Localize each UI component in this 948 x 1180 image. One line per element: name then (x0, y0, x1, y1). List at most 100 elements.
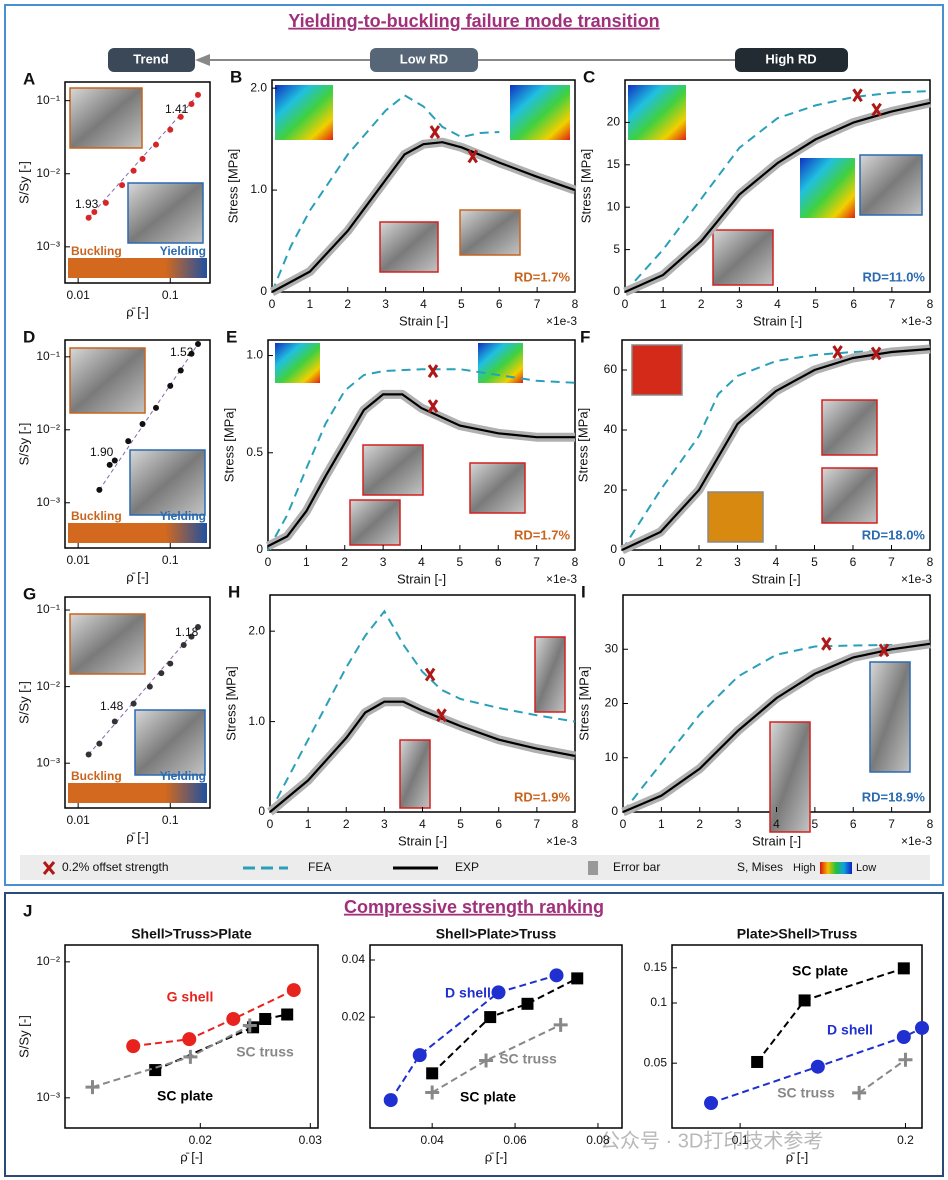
x-tick-label: 0.01 (66, 813, 90, 827)
y-tick-label: 0 (611, 804, 618, 818)
panel-letter: G (23, 584, 36, 603)
y-tick-label: 0.04 (342, 952, 366, 966)
data-point (85, 751, 92, 758)
mode-bar (68, 523, 207, 543)
data-point (896, 1029, 911, 1044)
data-point (286, 983, 301, 998)
data-point (425, 1085, 440, 1100)
rd-annotation: RD=18.0% (862, 527, 926, 542)
y-axis-label: Stress [MPa] (223, 666, 238, 740)
data-point (102, 199, 109, 206)
inset-image (859, 154, 923, 216)
x-tick-label: 7 (534, 297, 541, 311)
fit-line (710, 1027, 923, 1104)
x-tick-label: 3 (380, 555, 387, 569)
legend-low: Low (856, 862, 876, 874)
inset-image (69, 613, 146, 675)
data-point (85, 214, 92, 221)
exp-line (269, 700, 576, 813)
data-point (125, 438, 132, 445)
offset-marker (832, 345, 843, 359)
x-tick-label: 1 (307, 297, 314, 311)
inset-image (821, 467, 878, 524)
data-point (491, 985, 506, 1000)
x-axis-label: ρ̄ [-] (485, 1149, 508, 1164)
x-tick-label: 1 (657, 555, 664, 569)
x-tick-label: 7 (534, 817, 541, 831)
data-point (152, 404, 159, 411)
x-tick-label: 2 (696, 555, 703, 569)
x-tick-label: 0.01 (66, 553, 90, 567)
slope-label: 1.52 (170, 345, 194, 359)
exp-line (622, 642, 931, 814)
data-point (852, 1085, 867, 1100)
offset-marker (436, 708, 447, 723)
offset-marker (878, 643, 890, 658)
y-tick-label: 10 (607, 199, 621, 213)
x-axis-label: ρ̄ [-] (126, 304, 149, 319)
panel-letter: B (230, 67, 242, 86)
x-tick-label: 1 (660, 297, 667, 311)
rd-annotation: RD=1.7% (514, 527, 570, 542)
x-tick-label: 3 (381, 817, 388, 831)
data-point (897, 962, 910, 975)
offset-marker (429, 125, 441, 139)
inset-image (379, 221, 439, 273)
data-point (177, 367, 184, 374)
x-tick-label: 4 (419, 817, 426, 831)
data-point (126, 1039, 141, 1054)
y-tick-label: 0.5 (246, 445, 263, 459)
watermark: 公众号 · 3D打印技术参考 (600, 1129, 823, 1152)
data-point (194, 91, 201, 98)
x-tick-label: 6 (496, 297, 503, 311)
x-tick-label: 6 (850, 817, 857, 831)
inset-image (399, 739, 431, 809)
x-tick-label: 2 (344, 297, 351, 311)
bottom-frame (4, 892, 944, 1177)
x-tick-label: 3 (382, 297, 389, 311)
inset-image (707, 491, 764, 543)
rd-annotation: RD=11.0% (862, 269, 925, 284)
x-tick-label: 0.06 (503, 1133, 527, 1147)
legend-error-icon (588, 861, 598, 875)
data-point (484, 1011, 497, 1024)
fea-line (271, 94, 500, 293)
y-axis-label: Stress [MPa] (225, 149, 240, 223)
y-tick-label: 0.15 (644, 960, 668, 974)
data-point (479, 1053, 494, 1068)
data-point (111, 457, 118, 464)
data-point (111, 718, 118, 725)
legend-mises: S, Mises (737, 860, 783, 874)
inset-image (478, 343, 523, 383)
y-axis-label: Stress [MPa] (575, 408, 590, 482)
x-tick-label: 6 (850, 555, 857, 569)
x-tick-label: 5 (811, 555, 818, 569)
data-point (183, 1049, 198, 1064)
trend-arrow-head (195, 54, 210, 66)
data-point (139, 155, 146, 162)
y-tick-label: 1.0 (246, 348, 263, 362)
x-tick-label: 8 (572, 817, 579, 831)
inset-image (469, 462, 526, 514)
x-tick-label: 8 (927, 297, 934, 311)
offset-marker (427, 399, 439, 413)
inset-image (628, 85, 686, 140)
data-point (810, 1059, 825, 1074)
mode-label: Buckling (71, 509, 122, 523)
data-point (194, 340, 201, 347)
x-tick-label: 0.08 (586, 1133, 610, 1147)
exp-line (621, 347, 931, 551)
y-tick-label: 10⁻² (36, 679, 60, 693)
x-tick-label: 2 (341, 555, 348, 569)
exp-line (271, 141, 576, 293)
legend-offset-icon (42, 861, 56, 875)
x-tick-label: 1 (303, 555, 310, 569)
y-tick-label: 1.0 (250, 182, 267, 196)
high-rd-box (735, 48, 848, 72)
y-tick-label: 60 (604, 362, 618, 376)
y-tick-label: 2.0 (248, 623, 265, 637)
panel-letter: F (580, 327, 590, 346)
x-tick-label: 4 (773, 555, 780, 569)
x-multiplier: ×1e-3 (901, 834, 932, 848)
